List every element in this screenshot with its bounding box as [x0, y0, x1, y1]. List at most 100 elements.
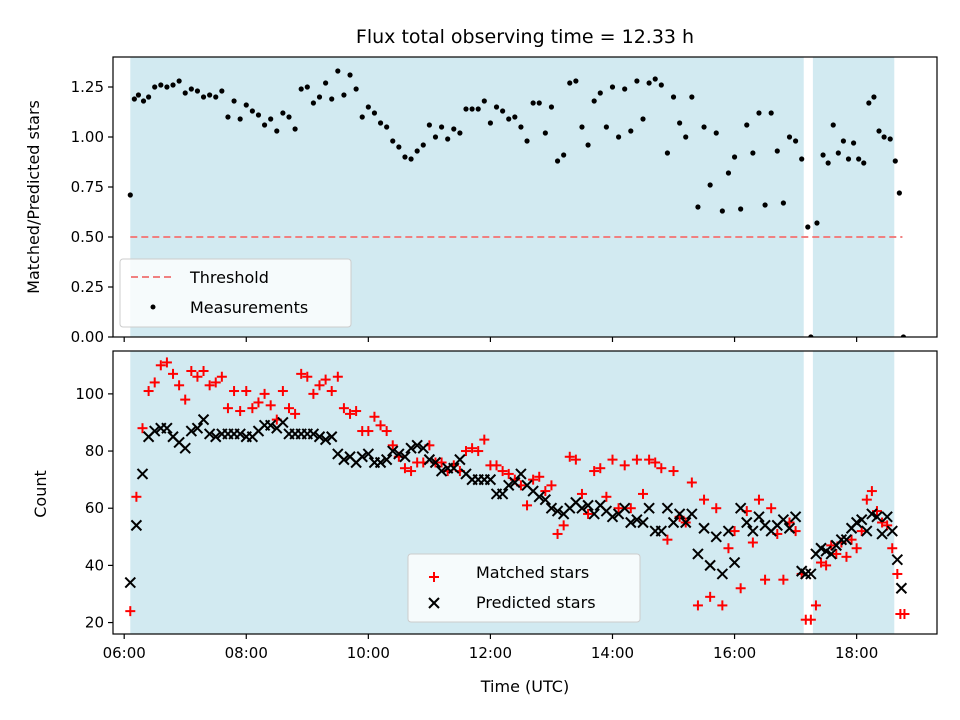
- predicted-star-point: [124, 576, 137, 589]
- predicted-star-point: [399, 451, 411, 463]
- predicted-star-point: [753, 511, 765, 523]
- predicted-star-point: [637, 516, 649, 529]
- matched-star-point: [283, 403, 294, 414]
- matched-star-point: [766, 503, 777, 514]
- predicted-star-point: [197, 413, 210, 426]
- measurement-point: [158, 82, 164, 88]
- predicted-star-point: [411, 439, 423, 452]
- measurement-point: [573, 78, 579, 84]
- matched-star-point: [168, 368, 179, 379]
- measurement-point: [640, 116, 646, 122]
- matched-star-point: [406, 466, 417, 477]
- matched-star-point: [564, 451, 575, 462]
- predicted-star-point: [539, 493, 552, 506]
- measurement-point: [597, 90, 603, 96]
- matched-star-point: [747, 537, 758, 548]
- matched-star-point: [826, 540, 837, 551]
- predicted-star-point: [417, 442, 429, 454]
- measurement-point: [451, 126, 457, 132]
- matched-star-point: [583, 508, 594, 519]
- predicted-star-point: [673, 508, 686, 520]
- measurement-point: [188, 86, 194, 92]
- predicted-star-point: [606, 511, 619, 523]
- matched-star-point: [363, 426, 374, 437]
- predicted-star-point: [800, 568, 812, 580]
- measurement-point: [707, 182, 713, 188]
- matched-star-point: [892, 568, 903, 579]
- matched-star-point: [711, 503, 722, 514]
- matched-star-point: [877, 517, 888, 528]
- measurement-point: [131, 96, 137, 102]
- measurement-point: [127, 192, 133, 198]
- measurement-point: [310, 100, 317, 106]
- matched-star-point: [241, 386, 252, 397]
- measurement-point: [182, 90, 188, 96]
- matched-star-point: [247, 403, 258, 414]
- measurement-point: [176, 78, 182, 84]
- measurement-point: [524, 138, 530, 144]
- measurement-point: [814, 220, 820, 226]
- matched-star-point: [186, 366, 197, 377]
- legend-measurements-label: Measurements: [190, 298, 308, 317]
- matched-star-point: [491, 460, 502, 471]
- measurement-point: [237, 116, 243, 122]
- measurement-point: [845, 156, 852, 162]
- measurement-point: [408, 156, 414, 162]
- measurement-point: [542, 130, 548, 136]
- measurement-point: [512, 114, 518, 120]
- measurement-point: [792, 138, 799, 144]
- matched-star-point: [351, 406, 362, 417]
- y-tick-label: 0.25: [71, 278, 104, 296]
- measurement-point: [341, 92, 347, 98]
- matched-star-point: [846, 534, 857, 545]
- measurement-point: [634, 78, 640, 84]
- predicted-star-point: [661, 502, 674, 514]
- measurement-point: [396, 144, 402, 150]
- predicted-star-point: [234, 428, 246, 440]
- measurement-point: [518, 124, 524, 130]
- measurement-point: [774, 148, 780, 154]
- legend-measurements-swatch: [150, 304, 156, 310]
- predicted-star-point: [185, 425, 198, 437]
- measurement-point: [170, 82, 176, 88]
- measurement-point: [830, 122, 836, 128]
- predicted-star-point: [551, 505, 564, 517]
- chart-title: Flux total observing time = 12.33 h: [356, 26, 694, 48]
- predicted-star-point: [698, 522, 710, 534]
- legend-predicted-label: Predicted stars: [476, 593, 596, 612]
- measurement-point: [243, 102, 249, 108]
- predicted-star-point: [136, 468, 149, 480]
- matched-star-point: [302, 371, 313, 382]
- predicted-star-point: [313, 431, 326, 443]
- predicted-star-point: [734, 502, 747, 514]
- measurement-point: [799, 156, 805, 162]
- measurement-point: [316, 94, 323, 100]
- measurement-point: [805, 224, 811, 230]
- measurement-point: [731, 154, 738, 160]
- matched-star-point: [540, 486, 551, 497]
- measurement-point: [628, 128, 634, 134]
- measurement-point: [861, 160, 867, 166]
- legend-top: Threshold Measurements: [119, 258, 352, 328]
- measurement-point: [677, 120, 683, 126]
- matched-star-point: [210, 377, 221, 388]
- matched-star-point: [369, 411, 380, 422]
- matched-star-point: [686, 477, 697, 488]
- axes-frame: [112, 350, 938, 635]
- matched-star-point: [387, 440, 398, 451]
- legend-threshold-label: Threshold: [189, 268, 269, 287]
- y-tick-label: 0.75: [71, 178, 104, 196]
- matched-star-point: [265, 400, 276, 411]
- matched-star-point: [467, 443, 478, 454]
- measurement-point: [231, 98, 237, 104]
- measurement-point: [335, 68, 341, 74]
- matched-star-point: [204, 380, 215, 391]
- shaded-span: [812, 351, 895, 634]
- matched-star-point: [546, 480, 557, 491]
- matched-star-point: [375, 420, 386, 431]
- matched-star-point: [631, 454, 642, 465]
- matched-star-point: [851, 543, 862, 554]
- matched-star-point: [314, 380, 325, 391]
- measurement-point: [876, 128, 882, 134]
- x-tick-label: 18:00: [835, 644, 878, 662]
